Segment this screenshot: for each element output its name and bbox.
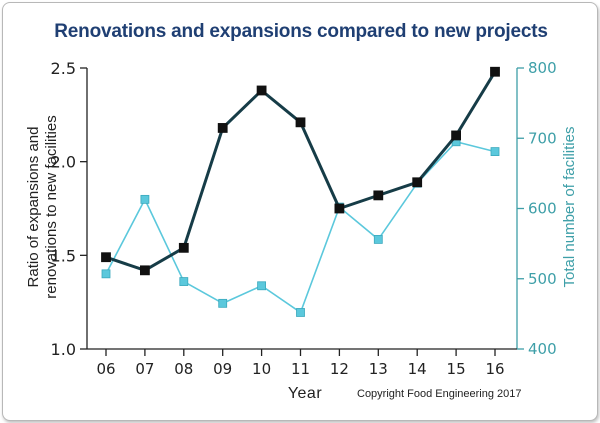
right-tick-label: 800 — [528, 59, 557, 77]
left-axis-label-line-1: Ratio of expansions and — [25, 127, 42, 288]
x-tick-label: 06 — [96, 360, 115, 378]
data-point — [218, 298, 228, 308]
data-point — [373, 190, 384, 201]
right-tick-label: 400 — [528, 340, 557, 358]
data-point — [101, 269, 111, 279]
x-tick-label: 13 — [369, 360, 388, 378]
data-point — [373, 235, 383, 244]
x-axis-label: Year — [288, 385, 323, 402]
x-axis-ticks: 06 07 08 09 10 11 12 13 14 15 16 — [96, 349, 505, 378]
data-point — [295, 117, 306, 128]
x-tick-label: 12 — [330, 360, 349, 378]
series-ratio — [101, 66, 500, 276]
data-point — [179, 277, 189, 286]
data-point — [101, 252, 111, 263]
left-tick-label: 1.5 — [51, 246, 76, 265]
x-tick-label: 15 — [447, 360, 466, 378]
x-tick-label: 11 — [291, 360, 310, 378]
left-axis-label-line-2: renovations to new facilities — [43, 115, 60, 298]
copyright-note: Copyright Food Engineering 2017 — [357, 388, 522, 400]
data-point — [296, 308, 305, 317]
data-point — [490, 147, 500, 156]
x-tick-label: 09 — [213, 360, 232, 378]
series-line — [105, 140, 496, 314]
left-tick-label: 2.5 — [51, 59, 76, 78]
left-axis-ticks: 1.0 1.5 2.0 2.5 — [51, 59, 87, 359]
data-point — [217, 123, 228, 133]
data-point — [334, 203, 345, 214]
x-tick-label: 14 — [408, 360, 427, 378]
right-axis-ticks: 400 500 600 700 800 — [517, 59, 557, 358]
left-tick-label: 1.0 — [51, 340, 76, 359]
x-tick-label: 16 — [485, 360, 504, 378]
series-layer — [101, 66, 500, 317]
data-point — [140, 194, 150, 204]
left-tick-label: 2.0 — [51, 153, 76, 172]
data-point — [412, 177, 423, 188]
data-point — [490, 66, 500, 77]
right-tick-label: 500 — [528, 270, 557, 288]
data-point — [257, 281, 267, 291]
right-axis-label: Total number of facilities — [561, 127, 578, 288]
x-tick-label: 10 — [252, 360, 271, 378]
x-tick-label: 08 — [174, 360, 193, 378]
data-point — [178, 242, 189, 253]
right-tick-label: 600 — [528, 200, 557, 218]
x-tick-label: 07 — [135, 360, 154, 378]
chart-title: Renovations and expansions compared to n… — [54, 21, 548, 42]
data-point — [256, 85, 267, 96]
data-point — [139, 265, 150, 276]
series-total-facilities — [101, 137, 500, 317]
data-point — [451, 130, 462, 141]
right-tick-label: 700 — [528, 129, 557, 147]
